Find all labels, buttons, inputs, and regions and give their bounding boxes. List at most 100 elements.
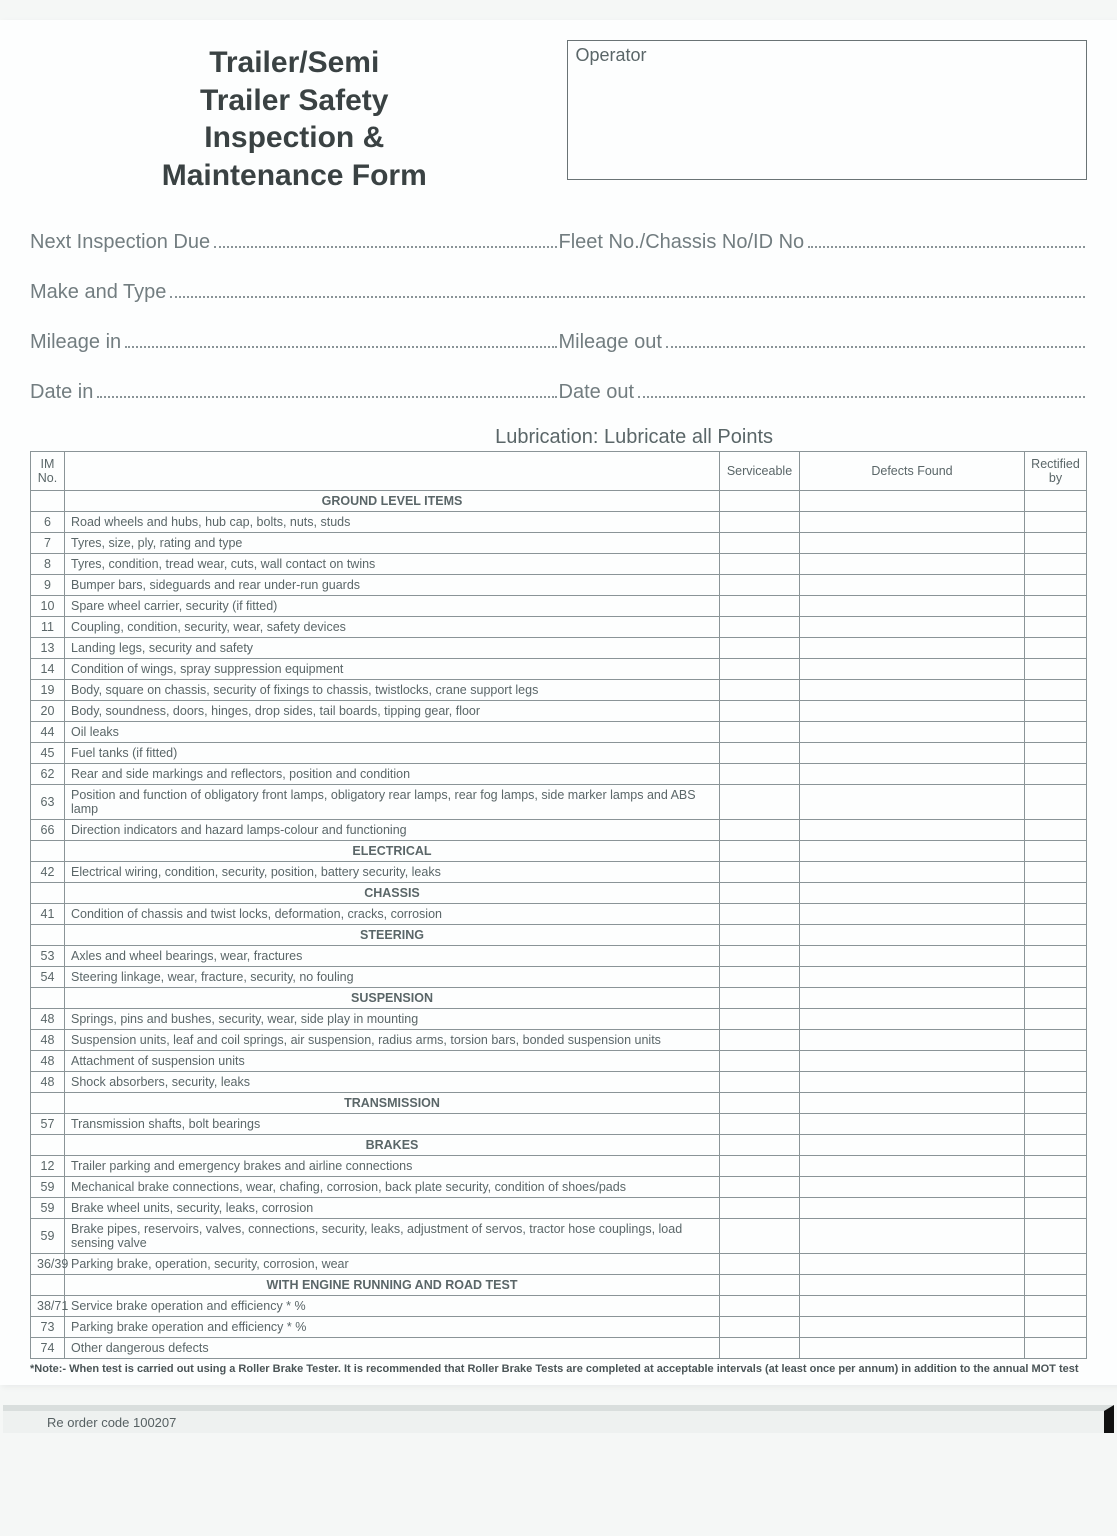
- rectified-cell[interactable]: [1025, 967, 1087, 988]
- fill-line[interactable]: [666, 326, 1085, 348]
- serviceable-cell[interactable]: [720, 1338, 800, 1359]
- serviceable-cell[interactable]: [720, 1317, 800, 1338]
- rectified-cell[interactable]: [1025, 743, 1087, 764]
- rectified-cell[interactable]: [1025, 554, 1087, 575]
- serviceable-cell[interactable]: [720, 820, 800, 841]
- defects-cell[interactable]: [800, 862, 1025, 883]
- rectified-cell[interactable]: [1025, 1338, 1087, 1359]
- serviceable-cell[interactable]: [720, 680, 800, 701]
- defects-cell[interactable]: [800, 1156, 1025, 1177]
- serviceable-cell[interactable]: [720, 533, 800, 554]
- rectified-cell[interactable]: [1025, 659, 1087, 680]
- defects-cell[interactable]: [800, 638, 1025, 659]
- defects-cell[interactable]: [800, 701, 1025, 722]
- serviceable-cell[interactable]: [720, 1030, 800, 1051]
- rectified-cell[interactable]: [1025, 1296, 1087, 1317]
- serviceable-cell[interactable]: [720, 904, 800, 925]
- defects-cell[interactable]: [800, 967, 1025, 988]
- serviceable-cell[interactable]: [720, 1072, 800, 1093]
- defects-cell[interactable]: [800, 764, 1025, 785]
- rectified-cell[interactable]: [1025, 1177, 1087, 1198]
- empty-cell[interactable]: [720, 1093, 800, 1114]
- rectified-cell[interactable]: [1025, 1156, 1087, 1177]
- serviceable-cell[interactable]: [720, 701, 800, 722]
- defects-cell[interactable]: [800, 722, 1025, 743]
- serviceable-cell[interactable]: [720, 638, 800, 659]
- defects-cell[interactable]: [800, 1338, 1025, 1359]
- empty-cell[interactable]: [720, 883, 800, 904]
- serviceable-cell[interactable]: [720, 596, 800, 617]
- rectified-cell[interactable]: [1025, 1317, 1087, 1338]
- defects-cell[interactable]: [800, 1051, 1025, 1072]
- rectified-cell[interactable]: [1025, 946, 1087, 967]
- rectified-cell[interactable]: [1025, 722, 1087, 743]
- defects-cell[interactable]: [800, 1254, 1025, 1275]
- defects-cell[interactable]: [800, 1030, 1025, 1051]
- empty-cell[interactable]: [720, 1135, 800, 1156]
- empty-cell[interactable]: [800, 883, 1025, 904]
- serviceable-cell[interactable]: [720, 554, 800, 575]
- empty-cell[interactable]: [720, 1275, 800, 1296]
- serviceable-cell[interactable]: [720, 659, 800, 680]
- serviceable-cell[interactable]: [720, 1051, 800, 1072]
- fill-line[interactable]: [125, 326, 556, 348]
- rectified-cell[interactable]: [1025, 764, 1087, 785]
- defects-cell[interactable]: [800, 820, 1025, 841]
- empty-cell[interactable]: [800, 491, 1025, 512]
- empty-cell[interactable]: [1025, 1093, 1087, 1114]
- defects-cell[interactable]: [800, 533, 1025, 554]
- rectified-cell[interactable]: [1025, 1198, 1087, 1219]
- rectified-cell[interactable]: [1025, 1114, 1087, 1135]
- empty-cell[interactable]: [1025, 925, 1087, 946]
- rectified-cell[interactable]: [1025, 1009, 1087, 1030]
- serviceable-cell[interactable]: [720, 785, 800, 820]
- empty-cell[interactable]: [800, 841, 1025, 862]
- defects-cell[interactable]: [800, 1198, 1025, 1219]
- empty-cell[interactable]: [1025, 491, 1087, 512]
- empty-cell[interactable]: [1025, 1275, 1087, 1296]
- rectified-cell[interactable]: [1025, 1051, 1087, 1072]
- fill-line[interactable]: [97, 376, 556, 398]
- serviceable-cell[interactable]: [720, 1254, 800, 1275]
- defects-cell[interactable]: [800, 680, 1025, 701]
- serviceable-cell[interactable]: [720, 722, 800, 743]
- serviceable-cell[interactable]: [720, 743, 800, 764]
- rectified-cell[interactable]: [1025, 617, 1087, 638]
- fill-line[interactable]: [214, 226, 556, 248]
- defects-cell[interactable]: [800, 554, 1025, 575]
- empty-cell[interactable]: [800, 1093, 1025, 1114]
- rectified-cell[interactable]: [1025, 596, 1087, 617]
- rectified-cell[interactable]: [1025, 820, 1087, 841]
- defects-cell[interactable]: [800, 575, 1025, 596]
- serviceable-cell[interactable]: [720, 1156, 800, 1177]
- defects-cell[interactable]: [800, 785, 1025, 820]
- defects-cell[interactable]: [800, 596, 1025, 617]
- rectified-cell[interactable]: [1025, 904, 1087, 925]
- defects-cell[interactable]: [800, 1114, 1025, 1135]
- serviceable-cell[interactable]: [720, 1198, 800, 1219]
- serviceable-cell[interactable]: [720, 967, 800, 988]
- serviceable-cell[interactable]: [720, 512, 800, 533]
- rectified-cell[interactable]: [1025, 680, 1087, 701]
- rectified-cell[interactable]: [1025, 1219, 1087, 1254]
- defects-cell[interactable]: [800, 617, 1025, 638]
- rectified-cell[interactable]: [1025, 512, 1087, 533]
- empty-cell[interactable]: [720, 491, 800, 512]
- empty-cell[interactable]: [1025, 1135, 1087, 1156]
- empty-cell[interactable]: [720, 841, 800, 862]
- serviceable-cell[interactable]: [720, 1114, 800, 1135]
- empty-cell[interactable]: [1025, 883, 1087, 904]
- defects-cell[interactable]: [800, 1219, 1025, 1254]
- serviceable-cell[interactable]: [720, 1177, 800, 1198]
- serviceable-cell[interactable]: [720, 764, 800, 785]
- rectified-cell[interactable]: [1025, 638, 1087, 659]
- empty-cell[interactable]: [800, 988, 1025, 1009]
- defects-cell[interactable]: [800, 1317, 1025, 1338]
- operator-box[interactable]: Operator: [567, 40, 1088, 180]
- defects-cell[interactable]: [800, 1072, 1025, 1093]
- serviceable-cell[interactable]: [720, 946, 800, 967]
- defects-cell[interactable]: [800, 1296, 1025, 1317]
- fill-line[interactable]: [638, 376, 1085, 398]
- defects-cell[interactable]: [800, 946, 1025, 967]
- rectified-cell[interactable]: [1025, 862, 1087, 883]
